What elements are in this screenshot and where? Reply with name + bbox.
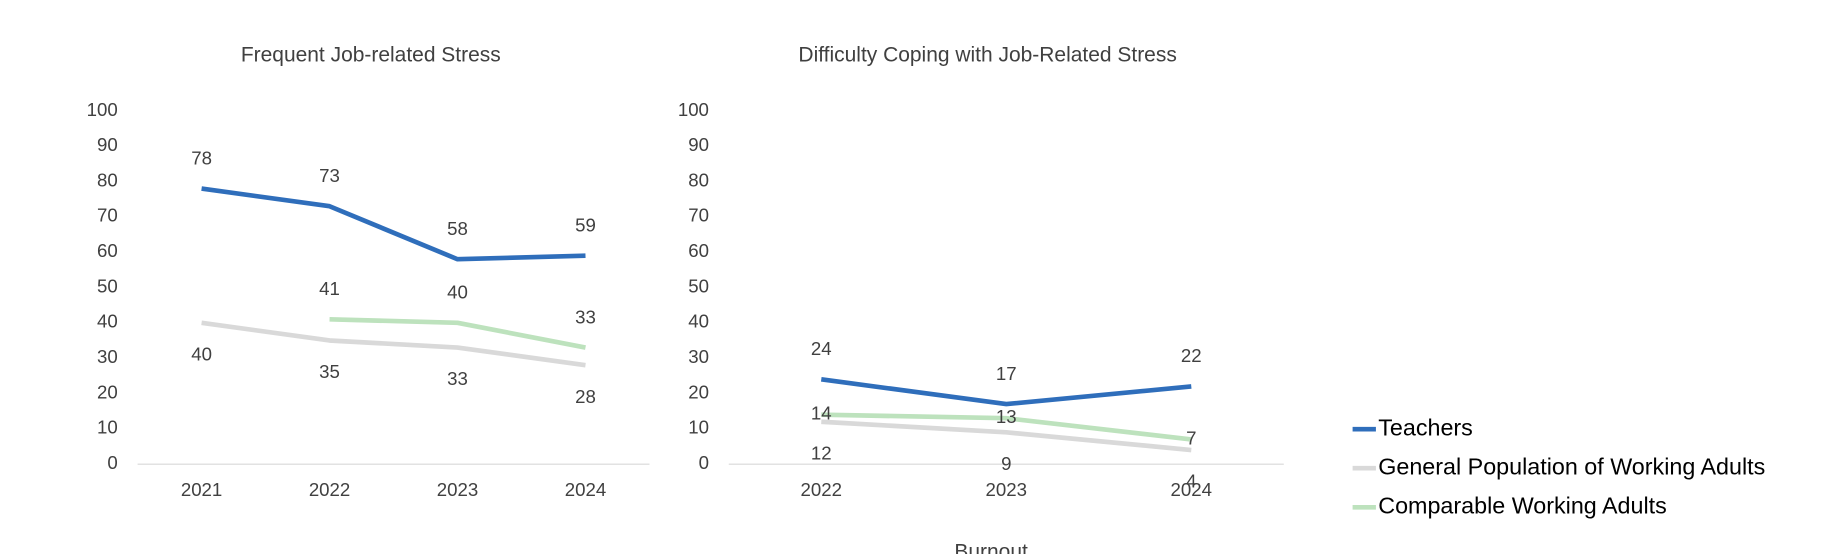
- legend-label: Teachers: [1378, 414, 1473, 440]
- data-label: 22: [1181, 345, 1202, 366]
- data-label: 28: [575, 386, 596, 407]
- data-label: 40: [447, 282, 468, 303]
- x-tick-label: 2023: [437, 479, 478, 500]
- y-tick-label: 10: [688, 417, 709, 438]
- y-tick-label: 90: [688, 134, 709, 155]
- y-tick-label: 70: [688, 205, 709, 226]
- y-tick-label: 40: [97, 311, 118, 332]
- data-label: 4: [1186, 471, 1196, 492]
- x-tick-label: 2024: [565, 479, 606, 500]
- y-tick-label: 20: [97, 381, 118, 402]
- y-tick-label: 40: [688, 311, 709, 332]
- data-label: 14: [811, 403, 832, 424]
- x-tick-label: 2023: [986, 479, 1027, 500]
- data-label: 33: [447, 368, 468, 389]
- data-label: 13: [996, 406, 1017, 427]
- data-label: 33: [575, 306, 596, 327]
- y-tick-label: 80: [97, 169, 118, 190]
- series-line: [201, 186, 586, 262]
- x-tick-label: 2021: [181, 479, 222, 500]
- y-tick-label: 100: [87, 99, 118, 120]
- data-label: 59: [575, 214, 596, 235]
- y-tick-label: 0: [107, 452, 117, 473]
- y-tick-label: 30: [688, 346, 709, 367]
- y-tick-label: 10: [97, 417, 118, 438]
- y-tick-label: 20: [688, 381, 709, 402]
- y-tick-label: 30: [97, 346, 118, 367]
- data-label: 58: [447, 218, 468, 239]
- data-label: 12: [811, 442, 832, 463]
- y-tick-label: 100: [678, 99, 709, 120]
- data-label: 7: [1186, 427, 1196, 448]
- y-tick-label: 90: [97, 134, 118, 155]
- x-tick-label: 2022: [309, 479, 350, 500]
- series-line: [820, 377, 1192, 407]
- x-tick-label: 2022: [801, 479, 842, 500]
- legend-label: Comparable Working Adults: [1378, 492, 1667, 518]
- chart-title: Difficulty Coping with Job-Related Stres…: [798, 44, 1176, 67]
- y-tick-label: 60: [688, 240, 709, 261]
- data-label: 73: [319, 165, 340, 186]
- legend-label: General Population of Working Adults: [1378, 453, 1765, 479]
- chart-title: Burnout: [954, 540, 1028, 554]
- y-tick-label: 0: [699, 452, 709, 473]
- data-label: 40: [191, 343, 212, 364]
- y-tick-label: 50: [688, 275, 709, 296]
- series-line: [329, 316, 586, 350]
- y-tick-label: 80: [688, 169, 709, 190]
- series-line: [201, 320, 586, 368]
- series-line: [821, 412, 1192, 442]
- data-label: 17: [996, 363, 1017, 384]
- series-line: [821, 419, 1192, 453]
- chart-title: Frequent Job-related Stress: [241, 44, 501, 67]
- data-label: 24: [811, 338, 832, 359]
- data-label: 35: [319, 361, 340, 382]
- data-label: 78: [191, 147, 212, 168]
- y-tick-label: 50: [97, 275, 118, 296]
- data-label: 9: [1001, 453, 1011, 474]
- y-tick-label: 60: [97, 240, 118, 261]
- data-label: 41: [319, 278, 340, 299]
- y-tick-label: 70: [97, 205, 118, 226]
- x-tick-label: 2024: [1171, 479, 1212, 500]
